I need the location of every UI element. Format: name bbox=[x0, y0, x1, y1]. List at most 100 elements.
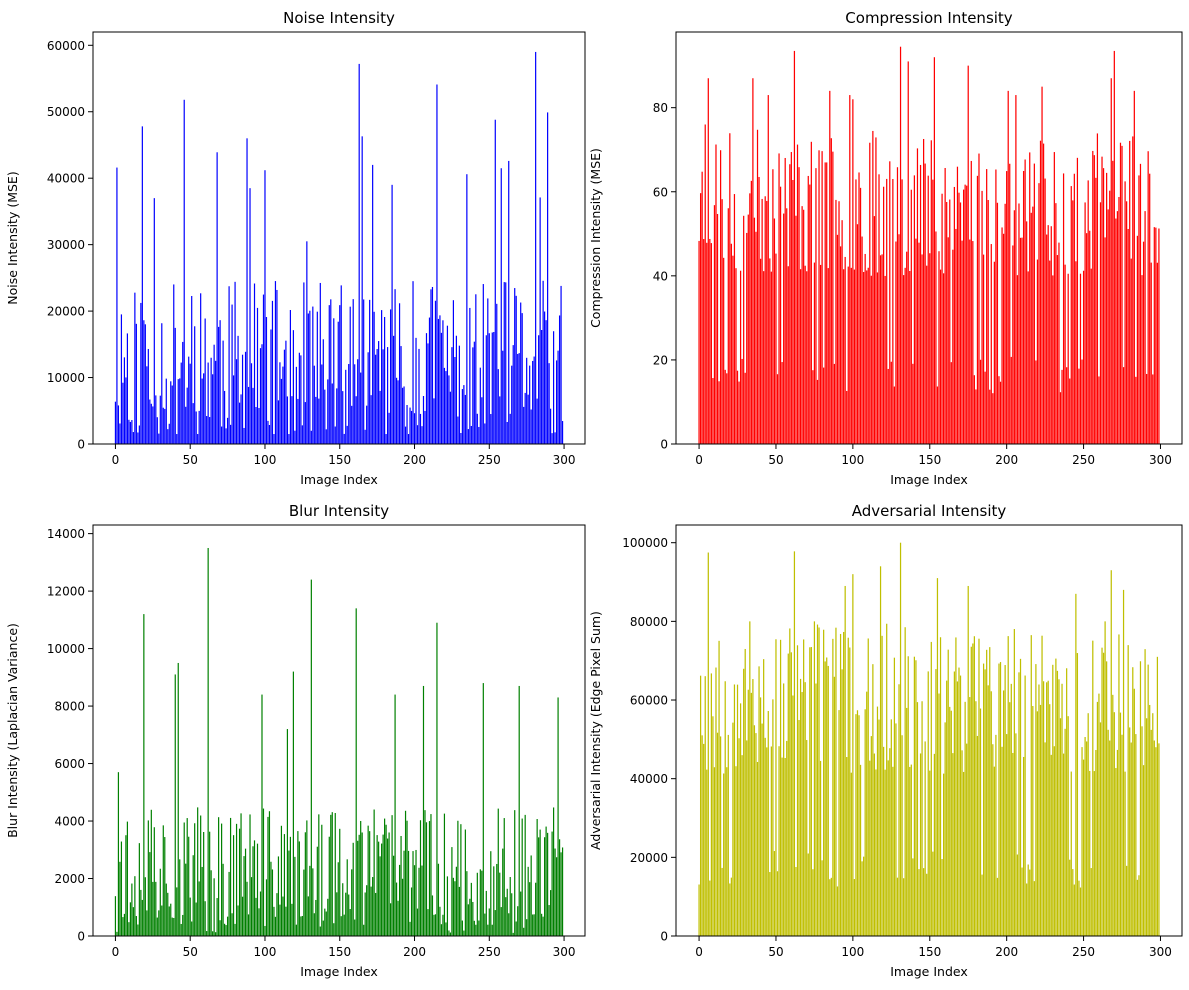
noise-bar-280 bbox=[533, 356, 535, 444]
noise-bar-138 bbox=[321, 364, 323, 444]
blur-bar-237 bbox=[469, 898, 471, 936]
blur-bar-228 bbox=[455, 866, 457, 936]
adversarial-bar-263 bbox=[1102, 652, 1105, 936]
adversarial-bar-76 bbox=[815, 683, 817, 936]
compression-bar-162 bbox=[947, 237, 949, 444]
compression-xlabel: Image Index bbox=[890, 472, 968, 487]
blur-bar-231 bbox=[460, 824, 462, 936]
noise-bar-74 bbox=[225, 428, 227, 444]
noise-bar-271 bbox=[520, 302, 522, 444]
compression-bar-240 bbox=[1067, 273, 1069, 444]
adversarial-bar-190 bbox=[990, 691, 992, 936]
adversarial-bar-245 bbox=[1075, 593, 1077, 936]
noise-bar-285 bbox=[541, 329, 543, 444]
adversarial-bar-116 bbox=[876, 706, 879, 936]
compression-bar-198 bbox=[1002, 233, 1005, 444]
compression-bar-94 bbox=[843, 269, 845, 444]
blur-bar-35 bbox=[167, 892, 169, 936]
compression-bar-200 bbox=[1006, 171, 1008, 444]
adversarial-bar-254 bbox=[1089, 770, 1091, 936]
adversarial-bar-110 bbox=[867, 638, 869, 936]
adversarial-bar-55 bbox=[783, 683, 785, 936]
adversarial-bar-169 bbox=[958, 667, 960, 936]
adversarial-bar-141 bbox=[915, 660, 917, 936]
noise-ytick-label: 30000 bbox=[47, 238, 85, 252]
compression-bar-277 bbox=[1124, 181, 1126, 444]
blur-bar-4 bbox=[120, 841, 123, 936]
adversarial-bar-157 bbox=[939, 637, 942, 936]
noise-bar-216 bbox=[437, 318, 440, 444]
adversarial-bar-102 bbox=[855, 714, 857, 936]
compression-bar-84 bbox=[827, 268, 829, 444]
blur-bar-240 bbox=[473, 920, 475, 936]
compression-axes-frame bbox=[675, 31, 1183, 445]
compression-bar-256 bbox=[1092, 150, 1094, 444]
compression-bar-289 bbox=[1142, 241, 1145, 444]
adversarial-bar-155 bbox=[936, 578, 939, 936]
adversarial-bar-261 bbox=[1099, 722, 1102, 936]
compression-bar-260 bbox=[1098, 376, 1100, 444]
adversarial-bar-15 bbox=[721, 867, 723, 936]
noise-bar-110 bbox=[279, 362, 281, 444]
adversarial-bar-205 bbox=[1013, 629, 1015, 936]
compression-bar-221 bbox=[1038, 183, 1040, 444]
adversarial-bar-287 bbox=[1139, 661, 1142, 936]
blur-bar-59 bbox=[203, 832, 205, 936]
noise-bar-198 bbox=[410, 410, 413, 444]
noise-bar-27 bbox=[155, 395, 157, 444]
blur-bar-51 bbox=[191, 921, 193, 936]
blur-bar-0 bbox=[114, 896, 117, 936]
adversarial-xlabel: Image Index bbox=[890, 964, 968, 979]
noise-bar-236 bbox=[467, 429, 469, 444]
noise-bar-20 bbox=[144, 324, 146, 444]
noise-bar-297 bbox=[558, 315, 561, 444]
blur-bar-29 bbox=[158, 910, 160, 936]
adversarial-bar-283 bbox=[1133, 688, 1135, 936]
noise-bar-222 bbox=[446, 325, 449, 444]
blur-bar-259 bbox=[502, 848, 504, 936]
blur-bar-42 bbox=[177, 662, 179, 936]
noise-bar-196 bbox=[407, 434, 410, 444]
adversarial-bar-246 bbox=[1076, 653, 1079, 936]
blur-bar-286 bbox=[542, 916, 544, 936]
blur-bar-24 bbox=[150, 809, 152, 936]
adversarial-bar-14 bbox=[719, 736, 722, 936]
blur-bar-277 bbox=[529, 882, 531, 936]
blur-bar-145 bbox=[331, 812, 333, 936]
noise-bar-131 bbox=[310, 430, 312, 444]
noise-bar-186 bbox=[392, 335, 395, 444]
blur-bar-275 bbox=[526, 919, 528, 936]
blur-bar-106 bbox=[273, 906, 275, 936]
compression-bar-295 bbox=[1152, 374, 1154, 444]
noise-bar-204 bbox=[419, 413, 422, 444]
noise-bar-275 bbox=[526, 357, 528, 444]
noise-bar-253 bbox=[493, 331, 495, 444]
compression-bar-105 bbox=[859, 187, 862, 445]
compression-bar-106 bbox=[861, 236, 863, 444]
compression-bar-98 bbox=[849, 95, 851, 444]
blur-bar-97 bbox=[259, 891, 262, 936]
adversarial-bar-275 bbox=[1121, 734, 1123, 936]
blur-bar-253 bbox=[493, 866, 495, 936]
compression-bar-132 bbox=[901, 179, 903, 444]
compression-bar-283 bbox=[1133, 90, 1135, 445]
adversarial-bar-64 bbox=[796, 645, 799, 936]
noise-bar-191 bbox=[400, 346, 402, 444]
noise-bar-149 bbox=[337, 321, 339, 444]
adversarial-bar-156 bbox=[938, 693, 940, 936]
compression-bar-276 bbox=[1122, 367, 1125, 444]
noise-bar-39 bbox=[173, 284, 175, 444]
noise-bar-255 bbox=[496, 303, 498, 444]
compression-bar-287 bbox=[1139, 163, 1142, 444]
adversarial-bar-164 bbox=[950, 710, 952, 936]
adversarial-bar-80 bbox=[821, 860, 823, 936]
noise-bar-171 bbox=[370, 395, 372, 444]
adversarial-bar-218 bbox=[1033, 881, 1035, 936]
noise-bar-244 bbox=[479, 367, 481, 444]
blur-bar-234 bbox=[464, 829, 466, 936]
adversarial-bar-188 bbox=[987, 685, 989, 936]
compression-bar-157 bbox=[939, 269, 942, 444]
compression-bar-212 bbox=[1024, 159, 1026, 445]
adversarial-bar-104 bbox=[858, 715, 860, 936]
blur-bar-288 bbox=[545, 826, 547, 936]
